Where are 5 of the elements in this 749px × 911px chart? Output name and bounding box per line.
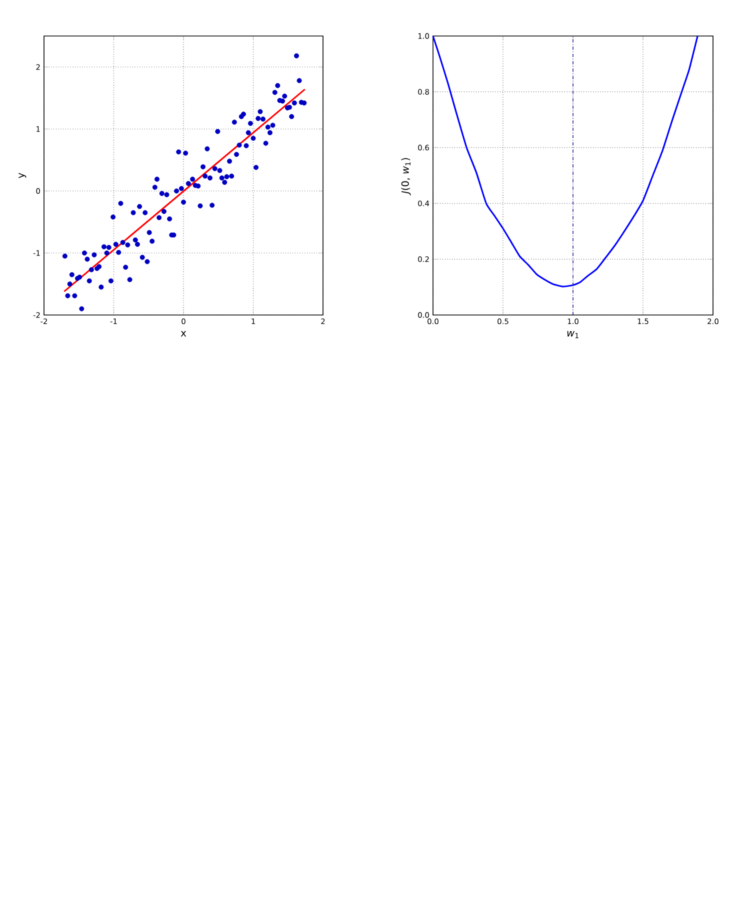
line-series (432, 35, 698, 288)
x-axis-title: x (180, 331, 186, 336)
y-axis-title: J(0, w$_{1}$) (401, 158, 411, 196)
x-axis-title: w$_{1}$ (567, 331, 578, 338)
y-axis-title: y (18, 172, 26, 178)
